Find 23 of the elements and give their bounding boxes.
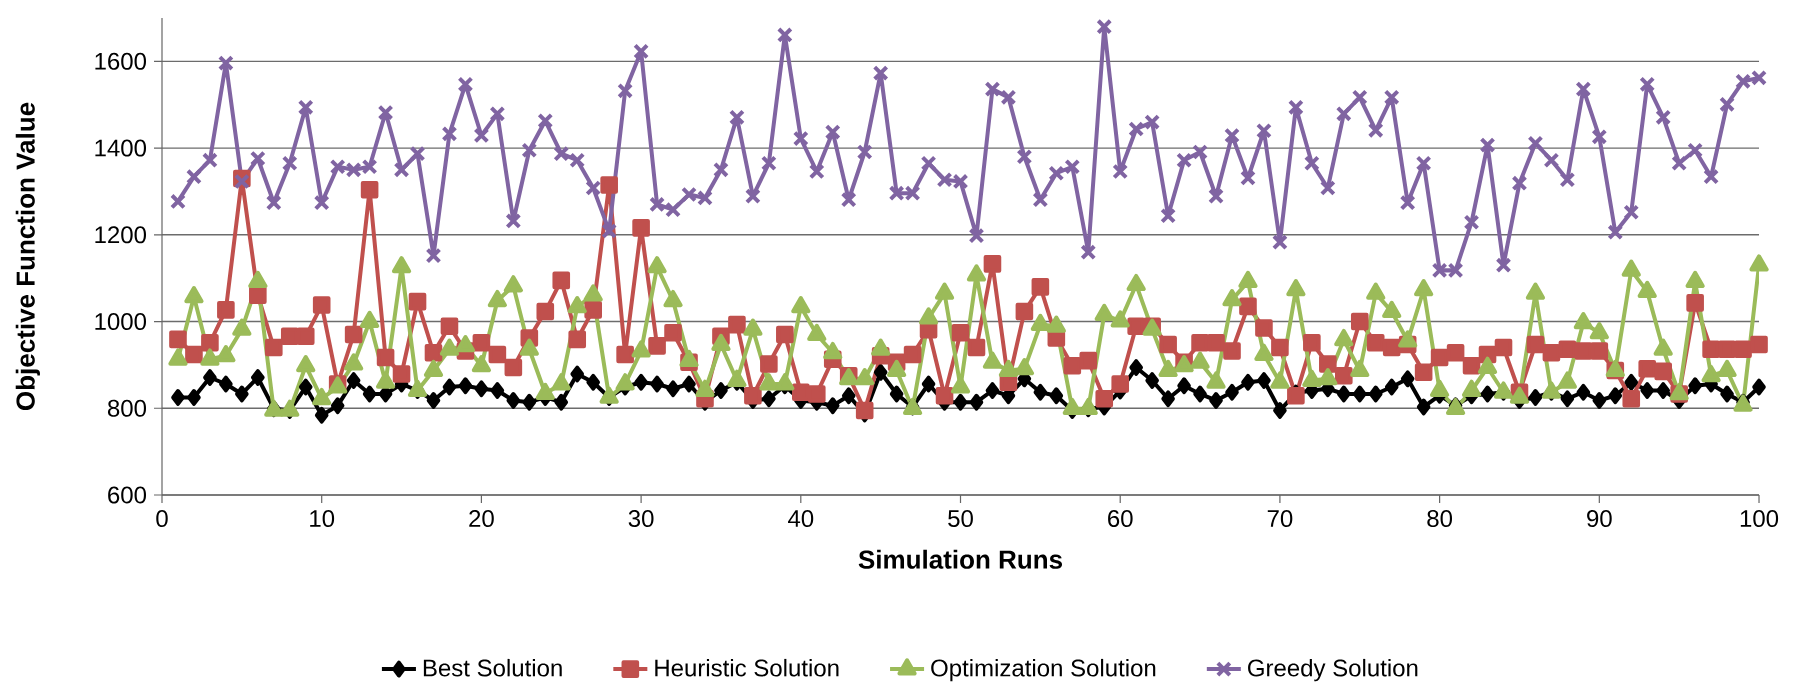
y-tick-label: 1600 bbox=[95, 52, 147, 70]
x-tick-label: 40 bbox=[788, 510, 814, 528]
legend-label: Best Solution bbox=[423, 658, 562, 677]
y-axis-title: Objective Function Value bbox=[15, 102, 40, 411]
y-tick-label: 1400 bbox=[95, 139, 147, 157]
legend-label: Greedy Solution bbox=[1248, 658, 1418, 682]
x-axis-title: Simulation Runs bbox=[858, 549, 1063, 569]
x-tick-label: 10 bbox=[310, 510, 335, 528]
x-tick-label: 20 bbox=[469, 510, 494, 528]
y-tick-label: 1000 bbox=[95, 313, 147, 331]
x-tick-label: 80 bbox=[1427, 510, 1453, 528]
legend-label: Optimization Solution bbox=[931, 658, 1156, 682]
x-tick-label: 0 bbox=[156, 510, 168, 528]
legend-label: Heuristic Solution bbox=[655, 658, 839, 677]
x-tick-label: 100 bbox=[1740, 510, 1779, 528]
x-tick-label: 90 bbox=[1587, 510, 1612, 528]
x-tick-label: 70 bbox=[1267, 510, 1293, 528]
y-tick-label: 800 bbox=[107, 399, 147, 417]
x-tick-label: 60 bbox=[1108, 510, 1133, 528]
y-tick-label: 600 bbox=[108, 486, 147, 504]
x-tick-label: 50 bbox=[948, 510, 973, 528]
y-tick-label: 1200 bbox=[95, 226, 147, 244]
x-tick-label: 30 bbox=[628, 510, 654, 528]
